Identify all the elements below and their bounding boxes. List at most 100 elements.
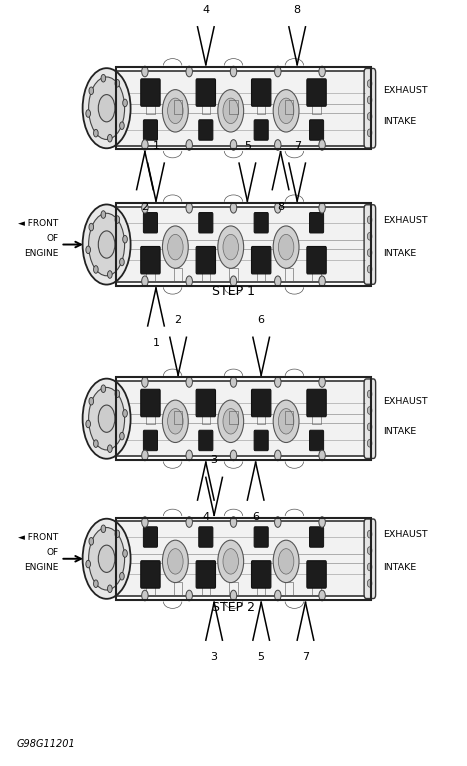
Text: 6: 6 xyxy=(252,512,259,522)
Text: INTAKE: INTAKE xyxy=(383,249,417,257)
Circle shape xyxy=(142,276,148,286)
Circle shape xyxy=(168,408,183,434)
Circle shape xyxy=(218,226,244,268)
Bar xyxy=(202,582,210,596)
Circle shape xyxy=(115,530,120,538)
FancyBboxPatch shape xyxy=(143,430,157,450)
FancyBboxPatch shape xyxy=(196,389,215,417)
Circle shape xyxy=(142,202,148,213)
Circle shape xyxy=(115,80,120,87)
Circle shape xyxy=(93,266,98,273)
Text: 5: 5 xyxy=(244,141,251,151)
Circle shape xyxy=(98,545,115,572)
FancyBboxPatch shape xyxy=(310,212,324,233)
FancyBboxPatch shape xyxy=(199,212,213,233)
Ellipse shape xyxy=(89,77,125,139)
FancyBboxPatch shape xyxy=(364,205,375,284)
Ellipse shape xyxy=(83,68,131,149)
Circle shape xyxy=(273,540,299,583)
Circle shape xyxy=(101,525,106,532)
Circle shape xyxy=(142,377,148,388)
Circle shape xyxy=(275,450,281,460)
Bar xyxy=(174,582,182,596)
FancyBboxPatch shape xyxy=(310,119,324,140)
Circle shape xyxy=(230,276,237,286)
Circle shape xyxy=(368,547,372,555)
Circle shape xyxy=(98,94,115,122)
Bar xyxy=(229,268,238,282)
Bar xyxy=(229,582,238,596)
FancyBboxPatch shape xyxy=(196,561,215,588)
Circle shape xyxy=(368,233,372,240)
Ellipse shape xyxy=(83,519,131,599)
Circle shape xyxy=(163,90,188,132)
Bar xyxy=(257,100,265,114)
Circle shape xyxy=(319,139,325,150)
Circle shape xyxy=(230,377,237,388)
Text: G98G11201: G98G11201 xyxy=(17,739,75,749)
Circle shape xyxy=(368,113,372,120)
Circle shape xyxy=(278,98,294,123)
Bar xyxy=(174,100,182,114)
FancyBboxPatch shape xyxy=(143,119,157,140)
Circle shape xyxy=(86,110,91,117)
Circle shape xyxy=(275,517,281,527)
FancyBboxPatch shape xyxy=(310,430,324,450)
Circle shape xyxy=(123,410,127,417)
Text: EXHAUST: EXHAUST xyxy=(383,216,428,224)
FancyBboxPatch shape xyxy=(254,527,268,547)
Circle shape xyxy=(120,122,124,129)
FancyBboxPatch shape xyxy=(199,119,213,140)
Circle shape xyxy=(223,98,239,123)
Circle shape xyxy=(368,129,372,136)
Circle shape xyxy=(223,234,239,260)
Circle shape xyxy=(368,249,372,257)
Circle shape xyxy=(142,66,148,77)
Bar xyxy=(257,582,265,596)
Circle shape xyxy=(273,226,299,268)
FancyBboxPatch shape xyxy=(307,561,326,588)
Circle shape xyxy=(368,97,372,104)
Bar xyxy=(146,100,155,114)
Circle shape xyxy=(120,432,124,440)
Ellipse shape xyxy=(83,205,131,285)
Circle shape xyxy=(368,530,372,538)
Circle shape xyxy=(230,450,237,460)
Text: OF: OF xyxy=(46,234,58,243)
Text: 4: 4 xyxy=(202,5,209,15)
Circle shape xyxy=(186,450,192,460)
Circle shape xyxy=(230,66,237,77)
Text: 4: 4 xyxy=(202,512,209,522)
Circle shape xyxy=(120,258,124,266)
Circle shape xyxy=(275,202,281,213)
Circle shape xyxy=(218,540,244,583)
Circle shape xyxy=(163,226,188,268)
Circle shape xyxy=(273,90,299,132)
Circle shape xyxy=(368,216,372,224)
Circle shape xyxy=(89,223,93,231)
Circle shape xyxy=(123,99,127,106)
Bar xyxy=(257,268,265,282)
FancyBboxPatch shape xyxy=(196,247,215,274)
Circle shape xyxy=(275,377,281,388)
Text: 1: 1 xyxy=(153,141,159,151)
Bar xyxy=(174,268,182,282)
Circle shape xyxy=(319,590,325,601)
Circle shape xyxy=(93,580,98,588)
Text: EXHAUST: EXHAUST xyxy=(383,530,428,539)
FancyBboxPatch shape xyxy=(252,79,271,106)
Bar xyxy=(285,268,293,282)
FancyBboxPatch shape xyxy=(196,79,215,106)
Text: 3: 3 xyxy=(211,653,218,663)
Circle shape xyxy=(123,235,127,243)
Circle shape xyxy=(368,423,372,430)
FancyBboxPatch shape xyxy=(254,212,268,233)
Circle shape xyxy=(107,270,112,278)
Text: ENGINE: ENGINE xyxy=(24,563,58,572)
Text: 2: 2 xyxy=(175,315,182,325)
Circle shape xyxy=(273,400,299,443)
Bar xyxy=(285,100,293,114)
Circle shape xyxy=(101,74,106,82)
Circle shape xyxy=(368,563,372,571)
Circle shape xyxy=(319,202,325,213)
